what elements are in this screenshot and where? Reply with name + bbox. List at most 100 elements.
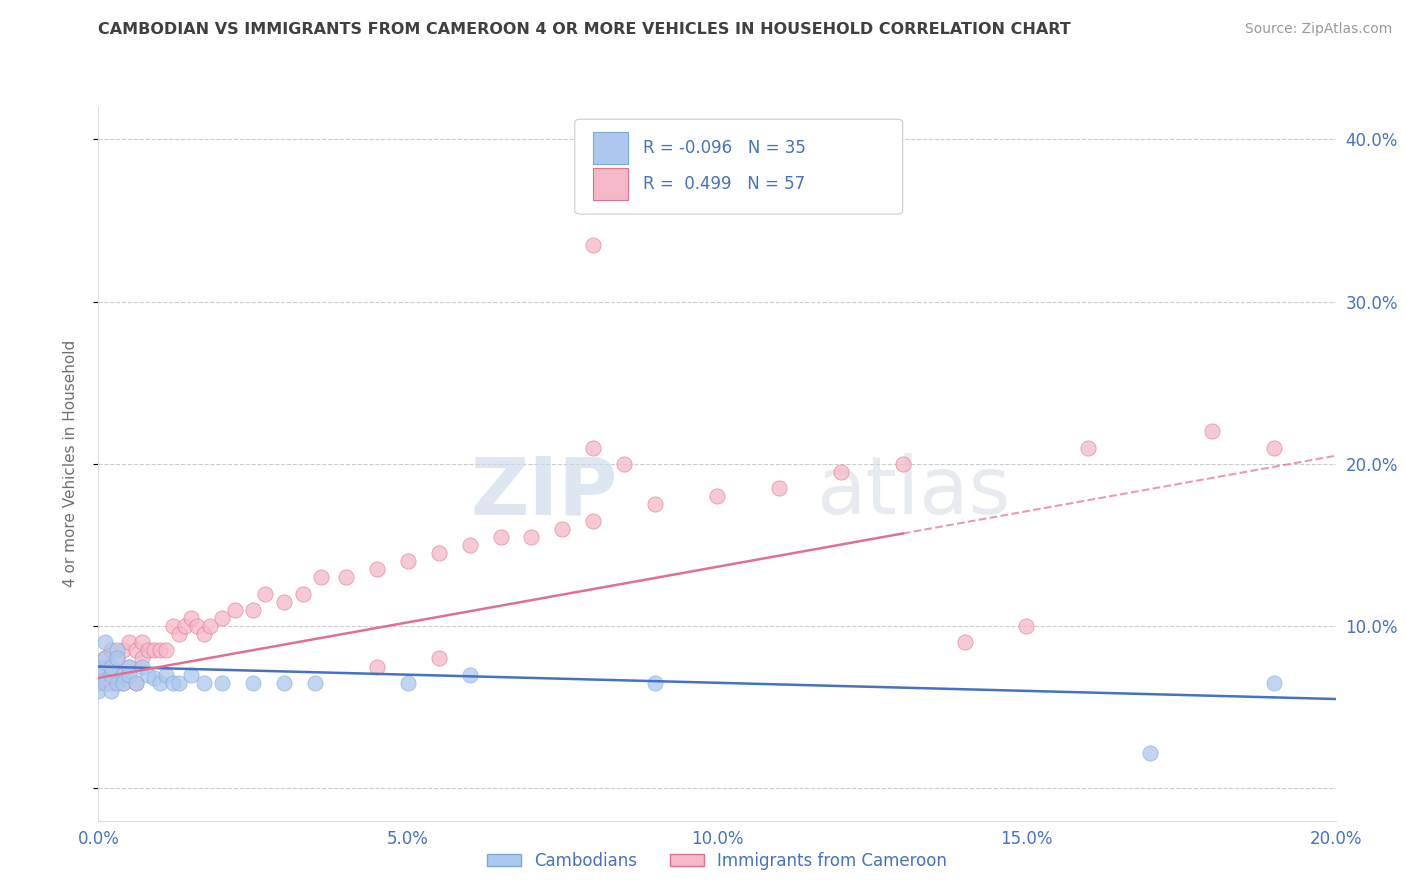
Point [131, 651, 153, 665]
Point [149, 643, 172, 657]
Point [582, 441, 605, 455]
Point [155, 667, 177, 681]
Point [706, 489, 728, 503]
Point [100, 667, 122, 681]
Point [396, 554, 419, 568]
Point [149, 675, 172, 690]
Point [224, 603, 246, 617]
Point [100, 675, 122, 690]
Point [136, 643, 159, 657]
Point [105, 643, 128, 657]
Point [458, 538, 481, 552]
Legend: Cambodians, Immigrants from Cameroon: Cambodians, Immigrants from Cameroon [481, 846, 953, 877]
Point [118, 659, 141, 673]
Point [124, 675, 146, 690]
Point [582, 238, 605, 252]
Point [93, 659, 115, 673]
Point [124, 643, 146, 657]
Point [396, 675, 419, 690]
Point [551, 522, 574, 536]
Point [87, 659, 110, 673]
Point [112, 675, 135, 690]
Point [211, 611, 233, 625]
Text: R = -0.096   N = 35: R = -0.096 N = 35 [643, 139, 806, 157]
Text: Source: ZipAtlas.com: Source: ZipAtlas.com [1244, 22, 1392, 37]
Point [211, 675, 233, 690]
Point [105, 675, 128, 690]
Point [167, 675, 190, 690]
Point [112, 643, 135, 657]
Point [1263, 441, 1285, 455]
Point [124, 675, 146, 690]
Point [489, 530, 512, 544]
Point [830, 465, 852, 479]
Point [143, 671, 166, 685]
FancyBboxPatch shape [593, 132, 628, 164]
Point [242, 603, 264, 617]
Point [1139, 746, 1161, 760]
Point [131, 659, 153, 673]
Point [155, 643, 177, 657]
Point [1077, 441, 1099, 455]
Point [520, 530, 543, 544]
Point [162, 675, 184, 690]
Point [180, 611, 202, 625]
Point [458, 667, 481, 681]
Point [100, 659, 122, 673]
Point [427, 546, 450, 560]
Y-axis label: 4 or more Vehicles in Household: 4 or more Vehicles in Household [63, 340, 77, 588]
Text: ZIP: ZIP [471, 453, 619, 532]
Point [254, 586, 277, 600]
Point [93, 635, 115, 649]
Point [1201, 425, 1223, 439]
Point [1263, 675, 1285, 690]
Point [193, 675, 215, 690]
Point [118, 667, 141, 681]
Point [87, 667, 110, 681]
Point [143, 643, 166, 657]
Point [309, 570, 332, 584]
Point [891, 457, 914, 471]
Point [112, 667, 135, 681]
Text: CAMBODIAN VS IMMIGRANTS FROM CAMEROON 4 OR MORE VEHICLES IN HOUSEHOLD CORRELATIO: CAMBODIAN VS IMMIGRANTS FROM CAMEROON 4 … [98, 22, 1071, 37]
Point [335, 570, 357, 584]
Text: R =  0.499   N = 57: R = 0.499 N = 57 [643, 175, 806, 193]
Point [118, 659, 141, 673]
Point [366, 562, 388, 576]
Point [768, 481, 790, 495]
Point [105, 667, 128, 681]
Point [100, 684, 122, 698]
Point [613, 457, 636, 471]
Point [112, 675, 135, 690]
FancyBboxPatch shape [575, 120, 903, 214]
Point [136, 667, 159, 681]
Point [93, 651, 115, 665]
Point [100, 643, 122, 657]
Point [105, 651, 128, 665]
Point [193, 627, 215, 641]
Point [644, 497, 666, 511]
Point [291, 586, 314, 600]
Point [1015, 619, 1038, 633]
Point [162, 619, 184, 633]
Point [582, 514, 605, 528]
Point [366, 659, 388, 673]
Point [186, 619, 208, 633]
Text: atlas: atlas [815, 453, 1011, 532]
Point [174, 619, 197, 633]
Point [242, 675, 264, 690]
Point [427, 651, 450, 665]
Point [87, 684, 110, 698]
Point [93, 651, 115, 665]
Point [105, 651, 128, 665]
Point [87, 675, 110, 690]
FancyBboxPatch shape [593, 168, 628, 200]
Point [644, 675, 666, 690]
Point [273, 595, 295, 609]
Point [93, 675, 115, 690]
Point [180, 667, 202, 681]
Point [131, 635, 153, 649]
Point [304, 675, 326, 690]
Point [953, 635, 976, 649]
Point [167, 627, 190, 641]
